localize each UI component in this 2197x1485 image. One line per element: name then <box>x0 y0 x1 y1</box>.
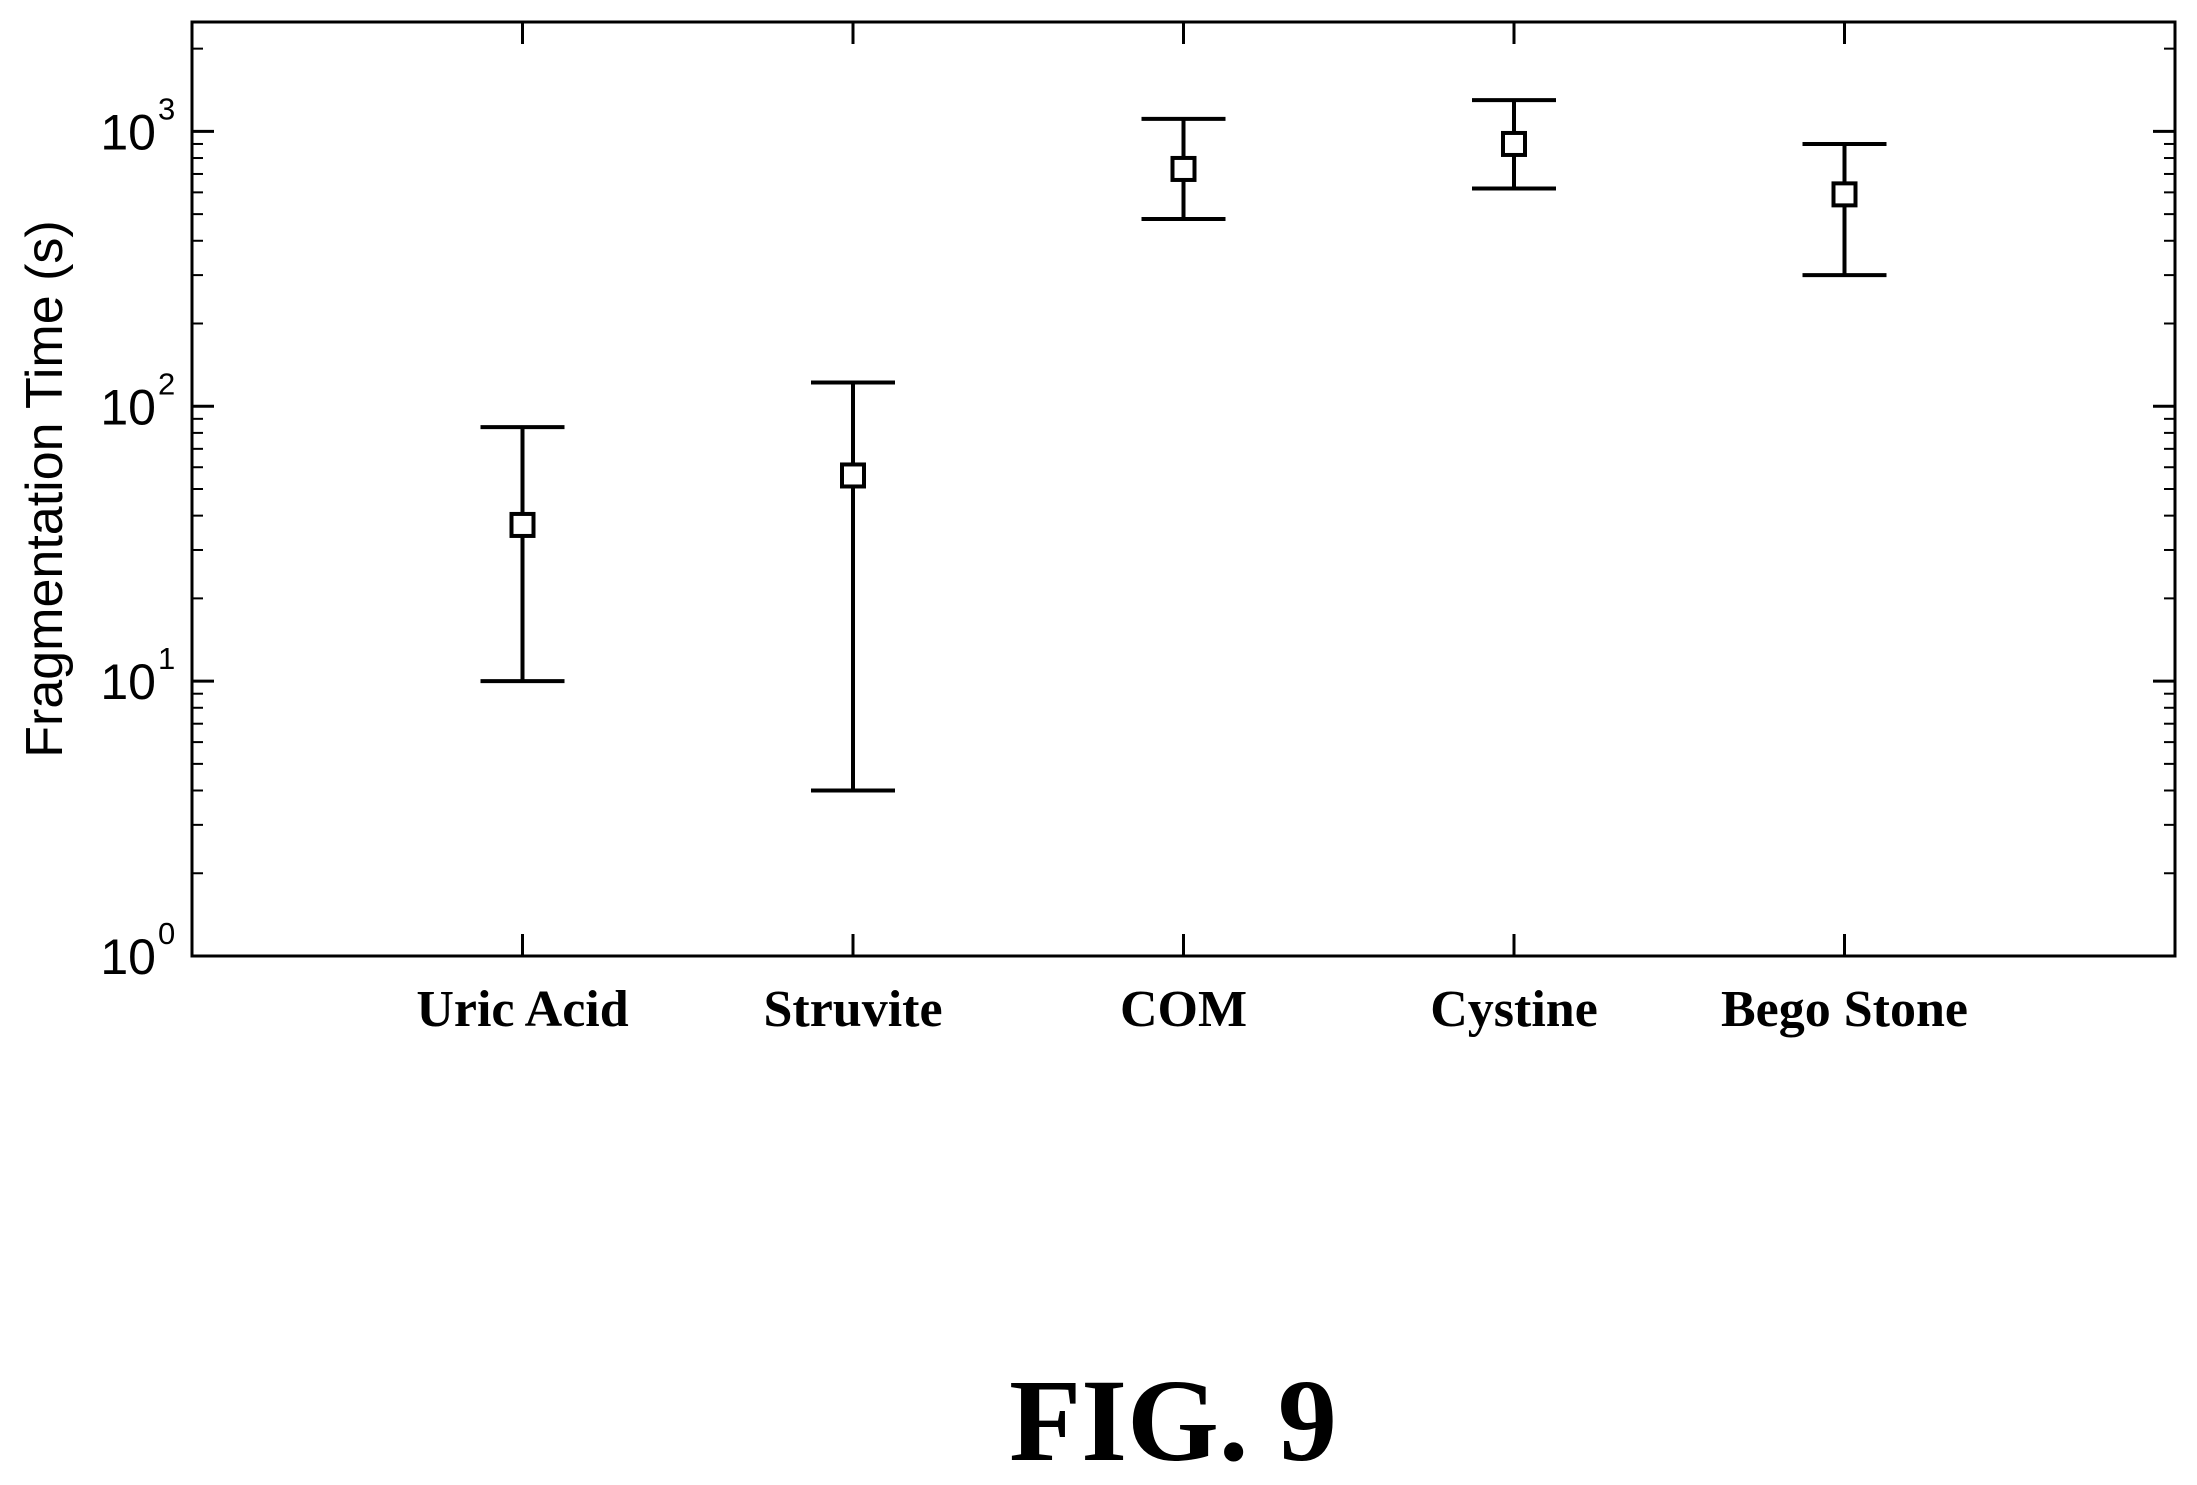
figure-caption: FIG. 9 <box>1009 1355 1337 1485</box>
data-point-square <box>1170 155 1197 182</box>
data-point-square <box>509 511 536 538</box>
y-tick-exponent: 2 <box>158 366 175 401</box>
data-point-square <box>840 462 866 489</box>
y-axis-label: Fragmentation Time (s) <box>16 220 74 758</box>
y-tick-exponent: 3 <box>158 91 175 126</box>
data-point-square <box>1831 181 1858 208</box>
y-tick-exponent: 0 <box>158 916 175 951</box>
y-tick-label: 10 <box>100 654 156 710</box>
data-marks <box>480 98 1887 793</box>
y-tick-label: 10 <box>100 929 156 985</box>
y-tick-exponent: 1 <box>158 641 175 676</box>
x-tick-label: Bego Stone <box>1721 981 1968 1038</box>
y-tick-label: 10 <box>100 104 156 160</box>
y-tick-label: 10 <box>100 379 156 435</box>
x-tick-label: Uric Acid <box>416 981 628 1038</box>
x-tick-label: Struvite <box>763 981 942 1038</box>
x-axis-ticks: Uric Acid Struvite COM Cystine Bego Stone <box>416 22 1968 1038</box>
x-tick-label: Cystine <box>1430 981 1598 1038</box>
data-point-square <box>1501 130 1527 157</box>
x-tick-label: COM <box>1120 981 1247 1038</box>
